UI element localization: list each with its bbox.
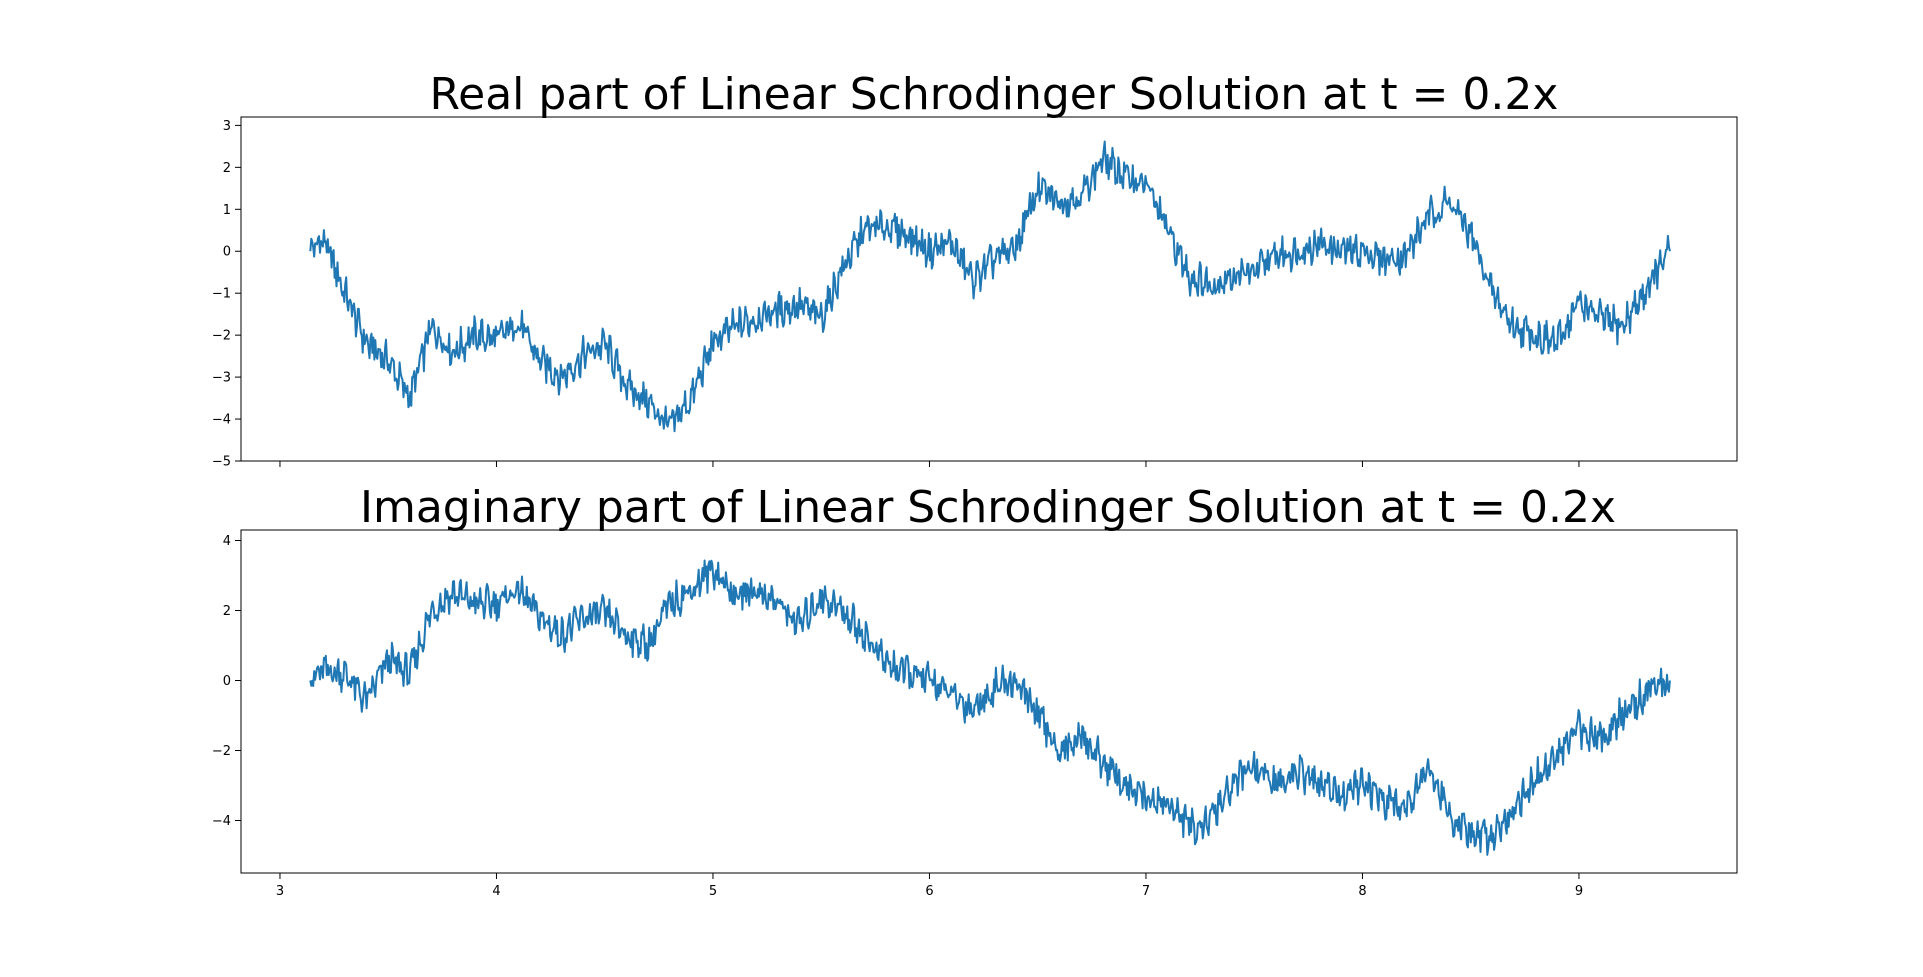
y-tick-label: −3 bbox=[212, 371, 231, 386]
y-tick-label: −5 bbox=[212, 455, 231, 470]
real-part-series-line bbox=[309, 140, 1671, 433]
real-part-panel: Real part of Linear Schrodinger Solution… bbox=[212, 69, 1738, 470]
y-tick-label: 0 bbox=[223, 674, 231, 689]
imaginary-part-series-line bbox=[309, 559, 1671, 856]
imaginary-part-panel: Imaginary part of Linear Schrodinger Sol… bbox=[212, 482, 1738, 899]
real-part-title: Real part of Linear Schrodinger Solution… bbox=[430, 69, 1559, 120]
real-part-axes-frame bbox=[240, 116, 1738, 462]
x-tick-label: 8 bbox=[1358, 884, 1366, 899]
y-tick-label: −2 bbox=[212, 329, 231, 344]
x-tick-label: 9 bbox=[1575, 884, 1583, 899]
imaginary-part-axes-frame bbox=[240, 529, 1738, 874]
y-tick-label: −1 bbox=[212, 287, 231, 302]
imaginary-part-title: Imaginary part of Linear Schrodinger Sol… bbox=[360, 482, 1616, 533]
x-tick-label: 4 bbox=[492, 884, 500, 899]
imaginary-part-x-axis: 3 4 5 6 7 8 9 bbox=[276, 873, 1583, 899]
x-tick-label: 6 bbox=[925, 884, 933, 899]
y-tick-label: 2 bbox=[223, 604, 231, 619]
y-tick-label: 0 bbox=[223, 245, 231, 260]
y-tick-label: −2 bbox=[212, 744, 231, 759]
y-tick-label: 2 bbox=[223, 161, 231, 176]
real-part-x-axis bbox=[279, 461, 1580, 467]
x-tick-label: 7 bbox=[1142, 884, 1150, 899]
y-tick-label: 3 bbox=[223, 119, 231, 134]
y-tick-label: 1 bbox=[223, 203, 231, 218]
y-tick-label: −4 bbox=[212, 814, 231, 829]
imaginary-part-y-axis: 4 2 0 −2 −4 bbox=[212, 534, 241, 829]
x-tick-label: 3 bbox=[276, 884, 284, 899]
y-tick-label: 4 bbox=[223, 534, 231, 549]
x-tick-label: 5 bbox=[709, 884, 717, 899]
y-tick-label: −4 bbox=[212, 413, 231, 428]
real-part-y-axis: 3 2 1 0 −1 −2 −3 −4 −5 bbox=[212, 119, 241, 470]
